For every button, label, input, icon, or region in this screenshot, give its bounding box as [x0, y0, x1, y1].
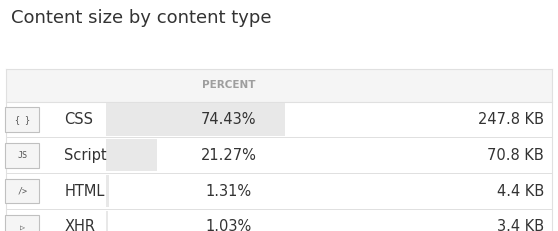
Bar	[6, 173, 552, 209]
Text: HTML: HTML	[64, 184, 104, 199]
Text: JS: JS	[17, 151, 27, 160]
Bar	[6, 209, 552, 231]
Bar	[106, 211, 108, 231]
FancyBboxPatch shape	[6, 215, 39, 231]
Text: />: />	[17, 187, 27, 196]
Bar	[6, 69, 552, 231]
Bar	[6, 69, 552, 102]
Bar	[106, 175, 109, 207]
Bar	[106, 103, 285, 136]
Text: PERCENT: PERCENT	[202, 80, 256, 91]
Text: { }: { }	[15, 115, 30, 124]
Bar	[6, 102, 552, 137]
Text: XHR: XHR	[64, 219, 95, 231]
Text: 3.4 KB: 3.4 KB	[497, 219, 544, 231]
Text: ▷: ▷	[20, 222, 25, 231]
Text: 21.27%: 21.27%	[201, 148, 257, 163]
FancyBboxPatch shape	[6, 143, 39, 168]
Text: 4.4 KB: 4.4 KB	[497, 184, 544, 199]
Bar	[6, 137, 552, 173]
Text: 1.31%: 1.31%	[206, 184, 252, 199]
Bar	[106, 139, 157, 171]
Text: 1.03%: 1.03%	[206, 219, 252, 231]
Text: 247.8 KB: 247.8 KB	[478, 112, 544, 127]
Text: 70.8 KB: 70.8 KB	[487, 148, 544, 163]
FancyBboxPatch shape	[6, 107, 39, 132]
Text: Content size by content type: Content size by content type	[11, 9, 272, 27]
Text: 74.43%: 74.43%	[201, 112, 257, 127]
Text: Script: Script	[64, 148, 107, 163]
FancyBboxPatch shape	[6, 179, 39, 204]
Text: CSS: CSS	[64, 112, 93, 127]
